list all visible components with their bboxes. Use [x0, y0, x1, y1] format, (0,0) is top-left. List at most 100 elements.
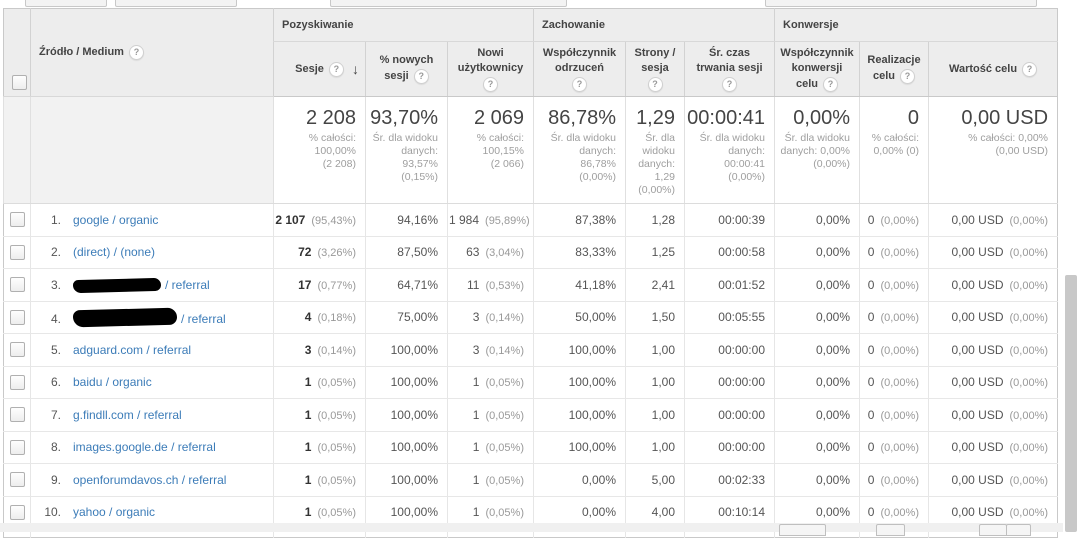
row-checkbox[interactable]	[9, 212, 25, 228]
new-sessions-cell: 100,00%	[365, 463, 448, 497]
source-medium-link[interactable]: openforumdavos.ch / referral	[73, 472, 227, 487]
source-medium-link[interactable]: / referral	[72, 277, 210, 293]
toolbar-search-fragment[interactable]	[330, 0, 567, 7]
summary-sessions: 2 208 % całości: 100,00% (2 208)	[273, 96, 366, 204]
avg-duration-cell: 00:00:00	[684, 398, 775, 432]
source-cell: 2. (direct) / (none)	[30, 236, 274, 269]
summary-goal-conversion-rate: 0,00% Śr. dla widoku danych: 0,00% (0,00…	[774, 96, 860, 204]
select-all-checkbox[interactable]	[12, 75, 27, 90]
goal-conversion-rate-cell: 0,00%	[774, 301, 860, 334]
pages-per-session-cell: 5,00	[625, 463, 685, 497]
row-checkbox[interactable]	[9, 309, 25, 325]
table-row: 5. adguard.com / referral 3 (0,14%) 100,00…	[3, 333, 1058, 367]
help-icon[interactable]: ?	[823, 76, 838, 92]
column-header-sessions[interactable]: Sesje ? ↓	[273, 41, 366, 97]
help-icon[interactable]: ?	[328, 61, 344, 77]
help-icon[interactable]: ?	[483, 76, 498, 92]
goal-conversion-rate-cell: 0,00%	[774, 431, 860, 464]
toolbar-button-fragment[interactable]	[115, 0, 237, 7]
checkbox-cell	[3, 463, 31, 497]
help-icon[interactable]: ?	[1022, 61, 1038, 77]
column-header-goal-value[interactable]: Wartość celu ?	[927, 41, 1058, 97]
goal-completions-cell: 0 (0,00%)	[859, 398, 929, 432]
goal-value-cell: 0,00 USD (0,00%)	[927, 203, 1058, 237]
goal-completions-cell: 0 (0,00%)	[859, 431, 929, 464]
help-icon[interactable]: ?	[900, 69, 915, 84]
pages-per-session-cell: 1,00	[625, 366, 685, 399]
bounce-rate-cell: 100,00%	[533, 366, 626, 399]
summary-avg-duration: 00:00:41 Śr. dla widoku danych: 00:00:41…	[684, 96, 775, 204]
toolbar-button-fragment[interactable]	[765, 0, 1037, 7]
source-medium-link[interactable]: g.findll.com / referral	[73, 407, 182, 422]
source-medium-link[interactable]: google / organic	[73, 212, 159, 227]
checkbox-cell	[3, 333, 31, 367]
goal-value-cell: 0,00 USD (0,00%)	[927, 301, 1058, 334]
goto-page-input-fragment[interactable]	[876, 524, 905, 536]
avg-duration-cell: 00:05:55	[684, 301, 775, 334]
prev-page-button-fragment[interactable]	[979, 524, 1007, 536]
help-icon[interactable]: ?	[647, 76, 663, 92]
row-checkbox[interactable]	[9, 504, 25, 520]
goal-completions-cell: 0 (0,00%)	[859, 268, 929, 302]
column-header-source-medium[interactable]: Źródło / Medium ?	[30, 8, 274, 97]
goal-conversion-rate-cell: 0,00%	[774, 398, 860, 432]
source-cell: 3. / referral	[30, 268, 274, 302]
row-index: 8.	[50, 440, 61, 455]
sort-descending-icon[interactable]: ↓	[352, 61, 359, 77]
table-row: 7. g.findll.com / referral 1 (0,05%) 100,0…	[3, 398, 1058, 432]
help-icon[interactable]: ?	[413, 69, 429, 84]
checkbox-cell	[3, 268, 31, 302]
goal-completions-cell: 0 (0,00%)	[859, 236, 929, 269]
next-page-button-fragment[interactable]	[1006, 524, 1031, 536]
checkbox-cell	[3, 236, 31, 269]
pages-per-session-cell: 2,41	[625, 268, 685, 302]
goal-completions-cell: 0 (0,00%)	[859, 333, 929, 367]
table-row: 4. / referral 4 (0,18%) 75,00% 3 (0,14%) 50…	[3, 301, 1058, 334]
column-header-goal-conversion-rate[interactable]: Współczynnik konwersji celu ?	[774, 41, 860, 97]
pages-per-session-cell: 1,25	[625, 236, 685, 269]
help-icon[interactable]: ?	[128, 45, 144, 60]
pages-per-session-cell: 1,00	[625, 431, 685, 464]
source-medium-link[interactable]: baidu / organic	[73, 375, 152, 390]
select-all-header-cell	[3, 8, 31, 97]
row-checkbox[interactable]	[9, 277, 25, 293]
redaction-blob	[72, 307, 178, 328]
summary-new-sessions: 93,70% Śr. dla widoku danych: 93,57% (0,…	[365, 96, 448, 204]
source-medium-link[interactable]: / referral	[72, 307, 226, 328]
help-icon[interactable]: ?	[722, 76, 737, 92]
column-header-new-users[interactable]: Nowi użytkownicy ?	[447, 41, 534, 97]
source-medium-link[interactable]: yahoo / organic	[73, 505, 156, 520]
row-checkbox[interactable]	[9, 374, 25, 390]
help-icon[interactable]: ?	[572, 76, 587, 92]
new-users-cell: 1 (0,05%)	[447, 431, 534, 464]
goal-completions-cell: 0 (0,00%)	[859, 463, 929, 497]
row-checkbox[interactable]	[9, 439, 25, 455]
source-cell: 5. adguard.com / referral	[30, 333, 274, 367]
pages-per-session-cell: 1,28	[625, 203, 685, 237]
row-checkbox[interactable]	[9, 244, 25, 260]
row-checkbox[interactable]	[9, 407, 25, 423]
source-medium-link[interactable]: adguard.com / referral	[73, 342, 192, 357]
goal-completions-cell: 0 (0,00%)	[859, 366, 929, 399]
row-checkbox[interactable]	[9, 342, 25, 358]
group-header-behavior: Zachowanie	[533, 8, 775, 42]
column-header-bounce-rate[interactable]: Współczynnik odrzuceń ?	[533, 41, 626, 97]
scrollbar-thumb[interactable]	[1065, 275, 1077, 532]
column-header-avg-session-duration[interactable]: Śr. czas trwania sesji ?	[684, 41, 775, 97]
summary-row: 2 208 % całości: 100,00% (2 208) 93,70% …	[3, 96, 1058, 204]
toolbar-button-fragment[interactable]	[25, 0, 107, 7]
row-index: 9.	[50, 472, 61, 487]
rows-per-page-select-fragment[interactable]	[779, 524, 826, 536]
source-medium-link[interactable]: images.google.de / referral	[73, 440, 216, 455]
source-medium-link[interactable]: (direct) / (none)	[73, 245, 156, 260]
source-cell: 7. g.findll.com / referral	[30, 398, 274, 432]
row-checkbox[interactable]	[9, 472, 25, 488]
bounce-rate-cell: 87,38%	[533, 203, 626, 237]
column-header-goal-completions[interactable]: Realizacje celu ?	[859, 41, 929, 97]
column-header-new-sessions-pct[interactable]: % nowych sesji ?	[365, 41, 448, 97]
column-header-pages-per-session[interactable]: Strony / sesja ?	[625, 41, 685, 97]
source-medium-header-label: Źródło / Medium	[39, 46, 124, 58]
goal-conversion-rate-cell: 0,00%	[774, 268, 860, 302]
new-users-cell: 3 (0,14%)	[447, 301, 534, 334]
source-cell: 1. google / organic	[30, 203, 274, 237]
